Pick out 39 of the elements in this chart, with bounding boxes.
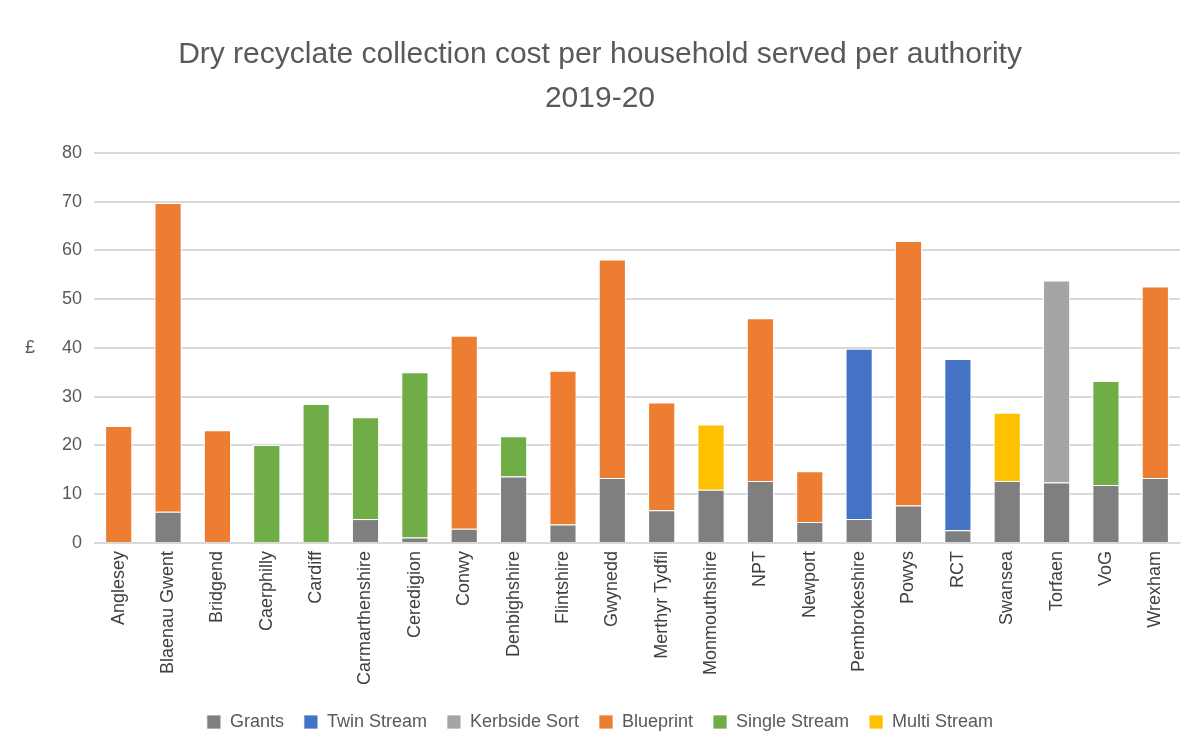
x-tick-label: Carmarthenshire [354, 550, 375, 686]
x-tick-label: NPT [749, 550, 770, 587]
y-tick-label: 50 [61, 288, 83, 309]
x-tick-label: Gwynedd [601, 550, 622, 627]
legend-label: Grants [229, 710, 284, 731]
y-tick-label: 60 [61, 239, 83, 260]
x-tick-label: Anglesey [107, 550, 128, 626]
y-tick-label: 10 [61, 483, 83, 504]
x-tick-label: Torfaen [1045, 550, 1066, 611]
x-tick-label: Bridgend [206, 550, 227, 624]
x-tick-label: Powys [897, 550, 918, 604]
x-tick-label: Conwy [453, 550, 474, 606]
legend-label: Multi Stream [892, 710, 994, 731]
y-tick-label: 40 [61, 336, 83, 357]
x-tick-label: Denbighshire [502, 550, 523, 658]
y-tick-label: 70 [61, 190, 83, 211]
y-tick-label: 80 [61, 141, 83, 162]
x-tick-label: Flintshire [551, 550, 572, 624]
x-tick-label: Wrexham [1144, 550, 1165, 628]
x-tick-label: Newport [798, 550, 819, 618]
x-tick-label: Swansea [996, 549, 1017, 626]
chart-title: Dry recyclate collection cost per household served per authority 2019-20 [177, 35, 1023, 115]
y-tick-label: 20 [61, 434, 83, 455]
x-tick-label: VoG [1094, 550, 1115, 586]
x-tick-label: RCT [946, 550, 967, 588]
x-tick-label: Cardiff [305, 549, 326, 604]
x-tick-label: Blaenau Gwent [157, 550, 178, 675]
legend-label: Kerbside Sort [469, 710, 579, 731]
y-tick-label: 0 [72, 531, 83, 552]
legend-label: Twin Stream [326, 710, 427, 731]
legend-label: Single Stream [736, 710, 850, 731]
x-tick-label: Ceredigion [403, 550, 424, 639]
x-tick-label: Pembrokeshire [848, 550, 869, 673]
x-tick-label: Caerphilly [255, 550, 276, 631]
x-tick-label: Merthyr Tydfil [650, 550, 671, 659]
y-axis-title: £ [24, 336, 36, 357]
y-tick-label: 30 [61, 385, 83, 406]
x-tick-label: Monmouthshire [700, 550, 721, 676]
legend-label: Blueprint [621, 710, 694, 731]
